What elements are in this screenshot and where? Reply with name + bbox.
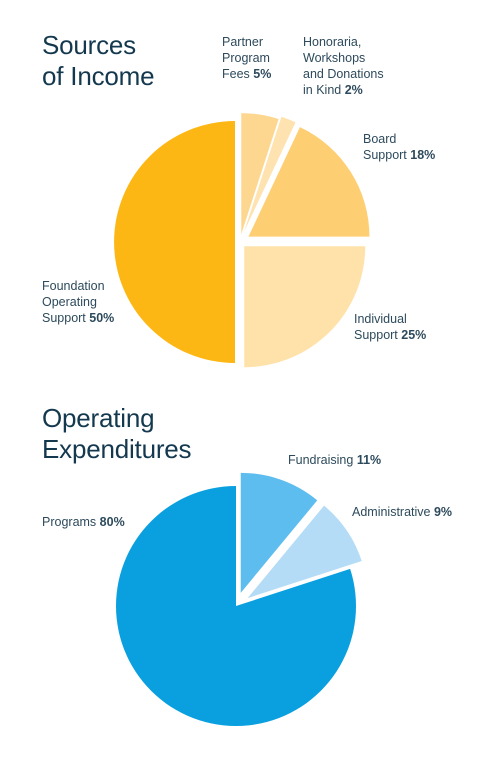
- label-text: in Kind: [303, 83, 342, 97]
- label-text: Fundraising: [288, 453, 354, 467]
- label-percent: 11%: [356, 453, 382, 467]
- expend-title-line-1: Operating: [42, 403, 155, 433]
- label-line: Partner: [222, 35, 263, 49]
- slice-label-administrative: Administrative 9%: [352, 504, 452, 520]
- expenditures-chart-title: Operating Expenditures: [42, 403, 192, 465]
- label-line: Administrative 9%: [352, 504, 452, 520]
- label-text: Support: [354, 328, 398, 342]
- pie-slice-fees-partner: [241, 113, 279, 235]
- label-percent: 9%: [433, 505, 453, 519]
- label-text: Administrative: [352, 505, 431, 519]
- income-title-line-2: of Income: [42, 61, 155, 91]
- label-text: Programs: [42, 515, 97, 529]
- slice-label-honoraria: Honoraria, Workshops and Donations in Ki…: [303, 34, 384, 98]
- slice-label-fundraising: Fundraising 11%: [288, 452, 381, 468]
- label-line: Programs 80%: [42, 514, 125, 530]
- label-line: Individual: [354, 312, 407, 326]
- label-text: Support: [42, 311, 86, 325]
- label-line: Support 50%: [42, 310, 114, 326]
- pie-slice-support-foundation: [114, 121, 235, 363]
- income-title-line-1: Sources: [42, 30, 136, 60]
- label-text: Fees: [222, 67, 250, 81]
- label-line: in Kind 2%: [303, 82, 384, 98]
- label-percent: 2%: [344, 83, 363, 97]
- label-line: Honoraria,: [303, 35, 362, 49]
- label-percent: 25%: [401, 328, 427, 342]
- slice-label-partner-fees: Partner Program Fees 5%: [222, 34, 271, 82]
- label-line: Fees 5%: [222, 66, 271, 82]
- pie-slice-in-kind-honoraria: [244, 116, 296, 232]
- slice-label-foundation-support: Foundation Operating Support 50%: [42, 278, 114, 326]
- pie-slice-programs: [115, 486, 357, 727]
- label-line: Board: [363, 132, 397, 146]
- label-line: Foundation: [42, 279, 105, 293]
- label-line: Support 18%: [363, 147, 435, 163]
- label-line: Program: [222, 51, 270, 65]
- label-percent: 18%: [410, 148, 436, 162]
- label-line: Operating: [42, 295, 97, 309]
- pie-slice-fundraising: [240, 472, 318, 593]
- slice-label-individual-support: Individual Support 25%: [354, 311, 426, 343]
- slice-label-programs: Programs 80%: [42, 514, 125, 530]
- income-chart-title: Sources of Income: [42, 30, 155, 92]
- label-percent: 80%: [99, 515, 125, 529]
- slice-label-board-support: Board Support 18%: [363, 131, 435, 163]
- pie-slice-support-individual: [244, 246, 366, 368]
- label-percent: 50%: [89, 311, 115, 325]
- label-line: Workshops: [303, 51, 366, 65]
- label-percent: 5%: [253, 67, 272, 81]
- expend-title-line-2: Expenditures: [42, 434, 192, 464]
- label-line: Fundraising 11%: [288, 452, 381, 468]
- label-line: and Donations: [303, 67, 384, 81]
- pie-slice-administrative: [247, 505, 362, 599]
- pie-slice-support-board: [248, 127, 370, 237]
- label-line: Support 25%: [354, 327, 426, 343]
- label-text: Support: [363, 148, 407, 162]
